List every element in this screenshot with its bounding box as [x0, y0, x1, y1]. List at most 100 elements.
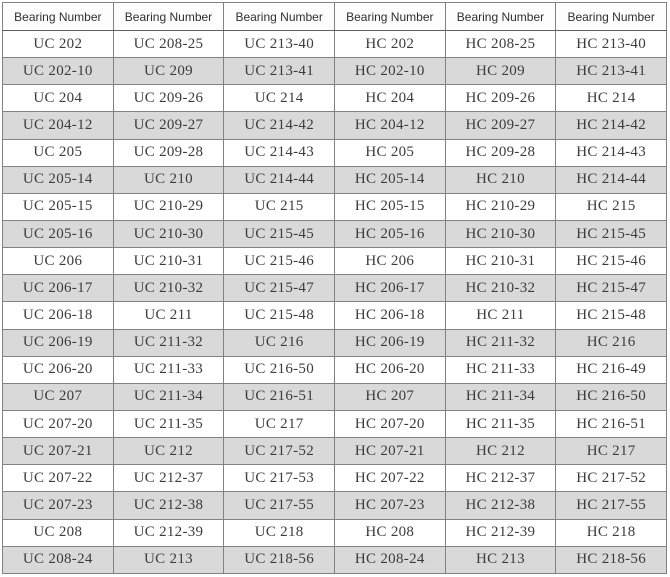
bearing-number-cell: HC 209-27: [444, 111, 557, 140]
bearing-number-cell: HC 211-33: [444, 355, 557, 384]
bearing-number-cell: UC 210-30: [112, 219, 225, 249]
column-header: Bearing Number: [555, 2, 667, 31]
bearing-number-cell: UC 210: [112, 165, 225, 194]
bearing-number-cell: HC 214-44: [555, 165, 667, 194]
bearing-number-cell: UC 216-51: [223, 382, 335, 411]
table-header: Bearing Number Bearing Number Bearing Numb…: [2, 2, 667, 31]
bearing-number-cell: UC 215: [223, 192, 335, 221]
bearing-number-cell: HC 210-30: [444, 219, 557, 249]
bearing-number-cell: UC 210-29: [112, 192, 225, 221]
bearing-number-cell: UC 214: [223, 84, 335, 113]
bearing-number-cell: UC 213-41: [223, 57, 335, 86]
bearing-number-cell: HC 215-47: [555, 274, 667, 303]
bearing-number-cell: UC 209-26: [112, 84, 225, 113]
bearing-number-cell: UC 217-55: [223, 491, 335, 520]
bearing-number-cell: UC 207-22: [2, 464, 114, 493]
bearing-number-cell: UC 215-46: [223, 247, 335, 276]
bearing-number-cell: UC 209-27: [112, 111, 225, 140]
bearing-number-cell: HC 206-18: [333, 301, 446, 330]
bearing-number-cell: UC 206-17: [2, 274, 114, 303]
table-row: UC 206-17 UC 210-32 UC 215-47 HC 206-17 HC 2…: [2, 274, 667, 303]
table-row: UC 206-19 UC 211-32 UC 216 HC 206-19 HC 211-…: [2, 328, 667, 357]
bearing-number-cell: UC 205-15: [2, 192, 114, 221]
bearing-number-cell: HC 217-55: [555, 491, 667, 520]
bearing-number-cell: UC 215-48: [223, 301, 335, 330]
bearing-number-cell: HC 206-19: [333, 328, 446, 357]
bearing-number-cell: UC 216: [223, 328, 335, 357]
bearing-number-cell: HC 209-28: [444, 138, 557, 167]
column-header: Bearing Number: [333, 2, 446, 31]
bearing-number-cell: HC 216-50: [555, 382, 667, 411]
bearing-number-cell: HC 210-32: [444, 274, 557, 303]
bearing-number-cell: HC 204-12: [333, 111, 446, 140]
bearing-number-cell: UC 211-33: [112, 355, 225, 384]
bearing-number-cell: HC 207-22: [333, 464, 446, 493]
bearing-number-cell: HC 210: [444, 165, 557, 194]
bearing-number-cell: UC 217: [223, 409, 335, 439]
bearing-number-cell: UC 207: [2, 382, 114, 411]
table-row: UC 204 UC 209-26 UC 214 HC 204 HC 209-26 HC 2…: [2, 84, 667, 113]
table-row: UC 207-21 UC 212 UC 217-52 HC 207-21 HC 212 H…: [2, 437, 667, 466]
bearing-number-cell: UC 213-40: [223, 29, 335, 59]
bearing-number-cell: HC 216: [555, 328, 667, 357]
table-row: UC 205-15 UC 210-29 UC 215 HC 205-15 HC 210-…: [2, 192, 667, 221]
bearing-number-cell: HC 213: [444, 545, 557, 575]
bearing-number-cell: UC 215-47: [223, 274, 335, 303]
bearing-number-cell: HC 208-25: [444, 29, 557, 59]
bearing-number-cell: UC 207-20: [2, 409, 114, 439]
bearing-number-cell: UC 218-56: [223, 545, 335, 575]
bearing-number-cell: HC 215: [555, 192, 667, 221]
bearing-number-cell: HC 210-29: [444, 192, 557, 221]
bearing-number-cell: HC 211-34: [444, 382, 557, 411]
bearing-number-cell: HC 216-51: [555, 409, 667, 439]
bearing-number-cell: HC 217-52: [555, 464, 667, 493]
header-row: Bearing Number Bearing Number Bearing Numb…: [2, 2, 667, 31]
table-row: UC 208 UC 212-39 UC 218 HC 208 HC 212-39 HC 2…: [2, 518, 667, 547]
table-row: UC 205-14 UC 210 UC 214-44 HC 205-14 HC 210 H…: [2, 165, 667, 194]
bearing-number-cell: UC 206-19: [2, 328, 114, 357]
bearing-number-cell: HC 205-15: [333, 192, 446, 221]
bearing-number-cell: UC 204: [2, 84, 114, 113]
bearing-number-cell: UC 205-14: [2, 165, 114, 194]
table-row: UC 207-23 UC 212-38 UC 217-55 HC 207-23 HC 2…: [2, 491, 667, 520]
bearing-number-cell: HC 212-38: [444, 491, 557, 520]
bearing-number-cell: HC 205-16: [333, 219, 446, 249]
bearing-number-cell: HC 212: [444, 437, 557, 466]
bearing-number-cell: HC 211-32: [444, 328, 557, 357]
bearing-number-cell: HC 205-14: [333, 165, 446, 194]
table-row: UC 204-12 UC 209-27 UC 214-42 HC 204-12 HC 2…: [2, 111, 667, 140]
bearing-number-cell: UC 206-18: [2, 301, 114, 330]
bearing-number-cell: UC 208-24: [2, 545, 114, 575]
column-header: Bearing Number: [2, 2, 114, 31]
bearing-number-cell: HC 214: [555, 84, 667, 113]
bearing-number-cell: UC 211-32: [112, 328, 225, 357]
bearing-number-cell: UC 217-53: [223, 464, 335, 493]
bearing-number-cell: HC 205: [333, 138, 446, 167]
bearing-number-cell: HC 208: [333, 518, 446, 547]
bearing-number-cell: HC 215-46: [555, 247, 667, 276]
bearing-number-cell: HC 202-10: [333, 57, 446, 86]
table-row: UC 207-22 UC 212-37 UC 217-53 HC 207-22 HC 2…: [2, 464, 667, 493]
bearing-number-cell: HC 216-49: [555, 355, 667, 384]
bearing-number-cell: UC 212-38: [112, 491, 225, 520]
bearing-number-cell: HC 206: [333, 247, 446, 276]
bearing-number-cell: UC 214-42: [223, 111, 335, 140]
bearing-number-cell: HC 206-17: [333, 274, 446, 303]
bearing-number-cell: HC 217: [555, 437, 667, 466]
bearing-number-cell: UC 208-25: [112, 29, 225, 59]
bearing-number-cell: UC 207-23: [2, 491, 114, 520]
bearing-number-cell: HC 212-37: [444, 464, 557, 493]
bearing-number-cell: HC 218-56: [555, 545, 667, 575]
table-row: UC 208-24 UC 213 UC 218-56 HC 208-24 HC 213 H…: [2, 545, 667, 575]
table-row: UC 206-18 UC 211 UC 215-48 HC 206-18 HC 211 H…: [2, 301, 667, 330]
table-row: UC 206-20 UC 211-33 UC 216-50 HC 206-20 HC 2…: [2, 355, 667, 384]
bearing-number-cell: HC 207-20: [333, 409, 446, 439]
bearing-number-cell: HC 215-45: [555, 219, 667, 249]
bearing-number-cell: UC 205-16: [2, 219, 114, 249]
bearing-number-cell: UC 206: [2, 247, 114, 276]
table-row: UC 205-16 UC 210-30 UC 215-45 HC 205-16 HC 2…: [2, 219, 667, 249]
table-row: UC 205 UC 209-28 UC 214-43 HC 205 HC 209-28 H…: [2, 138, 667, 167]
bearing-number-cell: UC 210-31: [112, 247, 225, 276]
bearing-number-cell: HC 211-35: [444, 409, 557, 439]
